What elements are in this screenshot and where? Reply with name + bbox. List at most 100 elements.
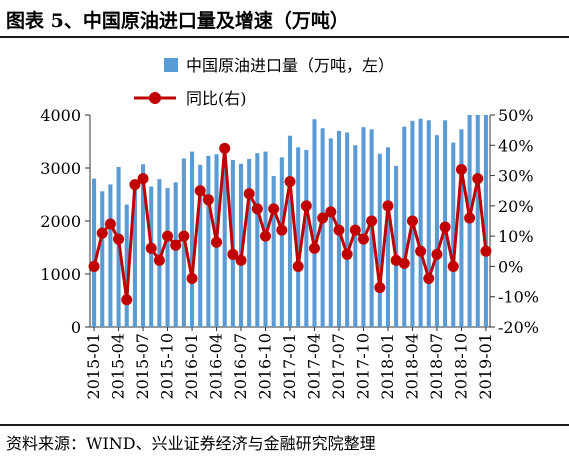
yoy-point bbox=[447, 260, 459, 272]
bar bbox=[247, 158, 252, 327]
bar bbox=[361, 127, 366, 327]
left-tick-label: 1000 bbox=[40, 265, 81, 284]
x-tick-label: 2017-04 bbox=[304, 333, 323, 399]
x-tick-label: 2016-04 bbox=[207, 333, 226, 399]
bar bbox=[312, 119, 317, 328]
right-tick-label: 50% bbox=[498, 106, 534, 125]
yoy-point bbox=[276, 224, 288, 236]
legend: 中国原油进口量（万吨，左） 同比(右) bbox=[134, 56, 394, 108]
right-tick-label: -10% bbox=[498, 288, 539, 307]
x-tick-label: 2017-10 bbox=[353, 333, 372, 399]
legend-bar-label: 中国原油进口量（万吨，左） bbox=[186, 56, 394, 75]
bar bbox=[345, 132, 350, 327]
bar bbox=[100, 191, 105, 327]
bar bbox=[222, 153, 227, 327]
bar bbox=[475, 115, 480, 327]
yoy-point bbox=[251, 203, 263, 215]
x-tick-label: 2018-01 bbox=[378, 333, 397, 399]
yoy-point bbox=[202, 194, 214, 206]
right-tick-label: 40% bbox=[498, 136, 534, 155]
left-tick-label: 4000 bbox=[40, 106, 81, 125]
yoy-point bbox=[137, 173, 149, 185]
x-tick-label: 2015-04 bbox=[109, 333, 128, 399]
bar bbox=[198, 164, 203, 327]
x-tick-label: 2017-01 bbox=[280, 333, 299, 399]
x-tick-label: 2018-07 bbox=[427, 333, 446, 399]
yoy-point bbox=[341, 248, 353, 260]
bar bbox=[296, 147, 301, 327]
bar bbox=[451, 142, 456, 327]
yoy-point bbox=[121, 294, 133, 306]
yoy-point bbox=[292, 260, 304, 272]
bar bbox=[426, 120, 431, 327]
title-divider bbox=[0, 36, 569, 38]
bar bbox=[402, 126, 407, 327]
bar bbox=[483, 115, 488, 327]
bar bbox=[238, 163, 244, 327]
bar bbox=[132, 183, 137, 327]
bar bbox=[124, 204, 129, 327]
yoy-point bbox=[349, 224, 361, 236]
bar bbox=[279, 157, 284, 327]
yoy-point bbox=[178, 230, 190, 242]
bar bbox=[353, 145, 358, 327]
yoy-point bbox=[186, 273, 198, 285]
x-tick-label: 2015-10 bbox=[158, 333, 177, 399]
bar bbox=[418, 118, 423, 328]
x-tick-label: 2016-01 bbox=[182, 333, 201, 399]
x-tick-label: 2018-10 bbox=[451, 333, 470, 399]
x-tick-label: 2015-07 bbox=[133, 333, 152, 399]
bar bbox=[190, 151, 195, 327]
right-tick-label: 30% bbox=[498, 167, 534, 186]
source-note: 资料来源：WIND、兴业证券经济与金融研究院整理 bbox=[6, 434, 376, 453]
x-tick-label: 2018-04 bbox=[402, 333, 421, 399]
yoy-point bbox=[194, 185, 206, 197]
yoy-point bbox=[243, 188, 255, 200]
yoy-point bbox=[145, 242, 157, 254]
right-tick-label: 0% bbox=[498, 257, 523, 276]
bar bbox=[255, 153, 260, 327]
bar bbox=[385, 147, 390, 327]
yoy-point bbox=[366, 215, 378, 227]
bar bbox=[108, 184, 113, 327]
right-tick-label: 10% bbox=[498, 227, 534, 246]
yoy-point bbox=[96, 227, 108, 239]
yoy-point bbox=[170, 239, 182, 251]
yoy-point bbox=[219, 142, 231, 154]
yoy-point bbox=[211, 236, 223, 248]
legend-line-marker bbox=[149, 92, 161, 104]
yoy-point bbox=[153, 254, 165, 266]
bar bbox=[459, 129, 464, 327]
yoy-point bbox=[104, 218, 116, 230]
right-tick-label: -20% bbox=[498, 318, 539, 337]
x-tick-label: 2019-01 bbox=[476, 333, 495, 399]
chart: 中国原油进口量（万吨，左） 同比(右) 0 1000 2000 3000 4000 -20… bbox=[40, 56, 539, 399]
yoy-point bbox=[317, 212, 329, 224]
yoy-point bbox=[308, 242, 320, 254]
bar bbox=[304, 149, 309, 327]
bar bbox=[328, 138, 333, 327]
bar bbox=[287, 135, 293, 327]
bar bbox=[141, 164, 146, 327]
yoy-point bbox=[113, 233, 125, 245]
yoy-point bbox=[480, 245, 492, 257]
axes: 0 1000 2000 3000 4000 -20% -10% 0% 10% 20% 30% 40% 5… bbox=[40, 106, 539, 399]
yoy-point bbox=[300, 200, 312, 212]
yoy-point bbox=[406, 215, 418, 227]
x-tick-label: 2015-01 bbox=[84, 333, 103, 399]
right-tick-label: 20% bbox=[498, 197, 534, 216]
yoy-point bbox=[423, 273, 435, 285]
x-tick-label: 2016-07 bbox=[231, 333, 250, 399]
footer-divider bbox=[0, 424, 569, 426]
bar bbox=[149, 186, 154, 327]
left-tick-label: 0 bbox=[71, 318, 81, 337]
yoy-point bbox=[235, 254, 247, 266]
left-tick-label: 2000 bbox=[40, 212, 81, 231]
yoy-point bbox=[415, 245, 427, 257]
x-tick-label: 2017-07 bbox=[329, 333, 348, 399]
legend-bar-swatch bbox=[164, 58, 178, 72]
yoy-point bbox=[325, 206, 337, 218]
bar-series bbox=[92, 115, 488, 328]
bar bbox=[92, 178, 97, 327]
yoy-point bbox=[162, 230, 174, 242]
